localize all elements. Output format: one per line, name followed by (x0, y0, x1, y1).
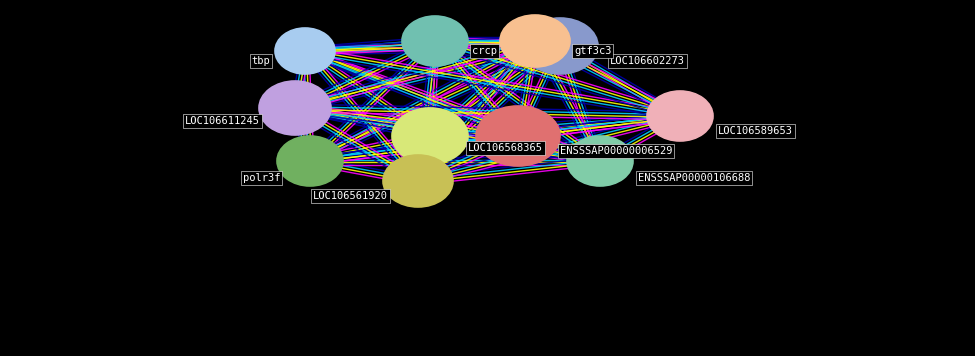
Ellipse shape (259, 81, 331, 135)
Text: ENSSSAP00000106688: ENSSSAP00000106688 (638, 173, 751, 183)
Ellipse shape (476, 106, 560, 166)
Ellipse shape (402, 16, 468, 66)
Ellipse shape (383, 155, 453, 207)
Text: LOC106611245: LOC106611245 (185, 116, 260, 126)
Text: ENSSSAP00000006529: ENSSSAP00000006529 (560, 146, 673, 156)
Text: gtf3c3: gtf3c3 (574, 46, 611, 56)
Text: LOC106589653: LOC106589653 (718, 126, 793, 136)
Text: tbp: tbp (252, 56, 270, 66)
Text: LOC106602273: LOC106602273 (610, 56, 685, 66)
Ellipse shape (522, 18, 598, 74)
Ellipse shape (500, 15, 570, 67)
Text: LOC106568365: LOC106568365 (468, 143, 543, 153)
Text: LOC106561920: LOC106561920 (313, 191, 388, 201)
Ellipse shape (647, 91, 713, 141)
Ellipse shape (567, 136, 633, 186)
Ellipse shape (392, 108, 468, 164)
Ellipse shape (275, 28, 335, 74)
Text: polr3f: polr3f (243, 173, 280, 183)
Text: crcp: crcp (472, 46, 497, 56)
Ellipse shape (277, 136, 343, 186)
